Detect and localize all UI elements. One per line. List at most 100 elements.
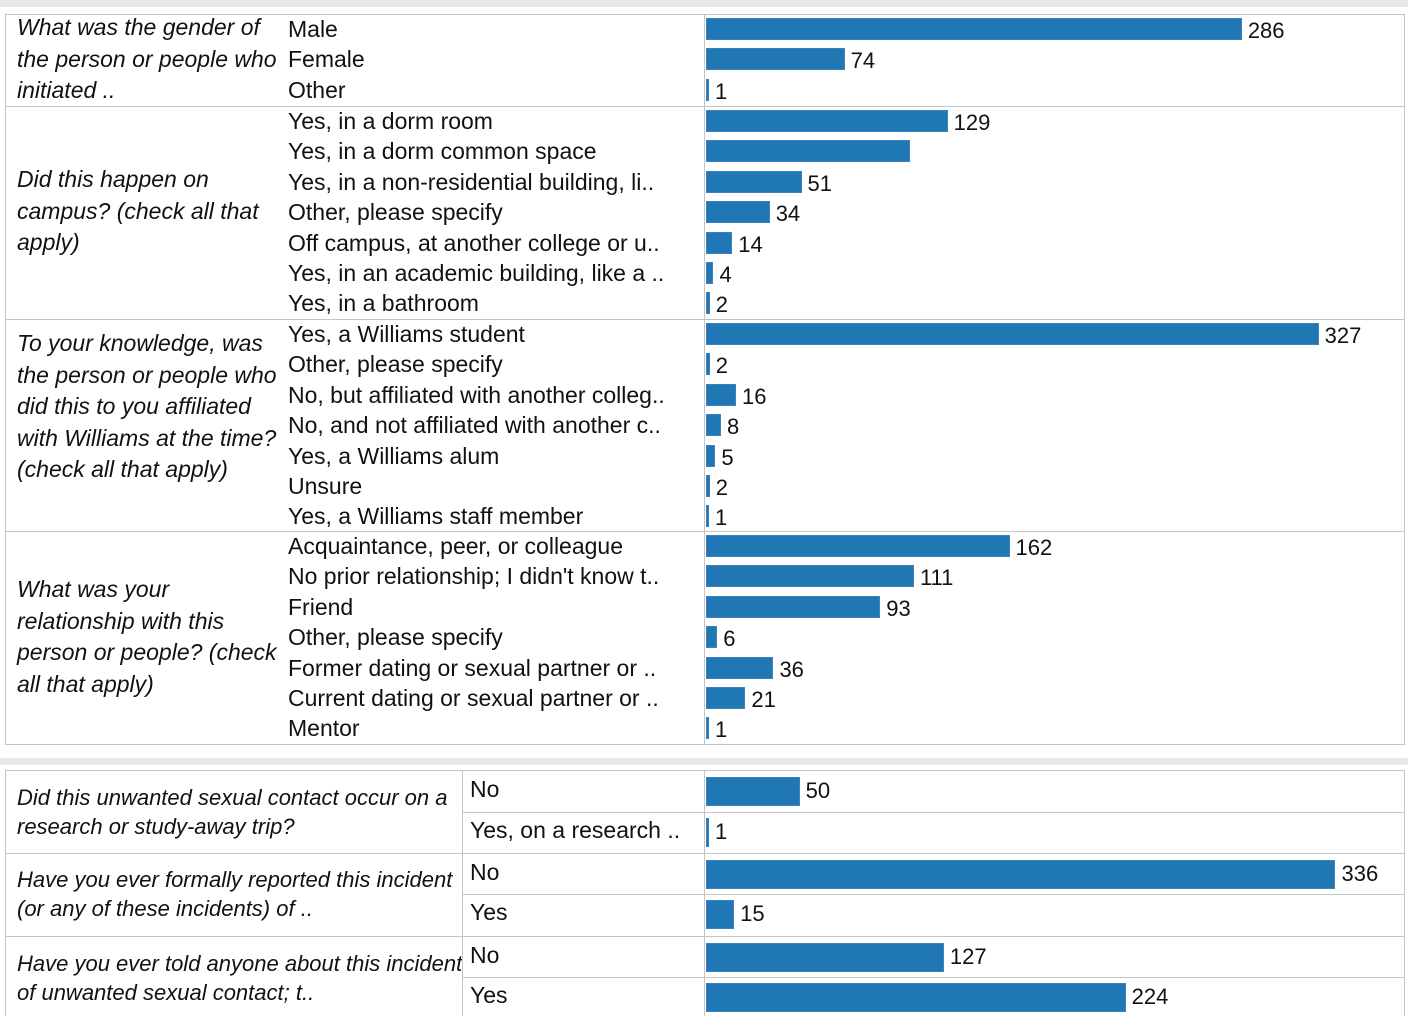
data-label: 8 (726, 414, 740, 440)
data-label: 50 (805, 778, 831, 803)
category-label: Yes, a Williams alum (288, 442, 500, 469)
category-label: Yes, a Williams student (288, 321, 525, 347)
data-label: 2 (715, 353, 728, 379)
category-label: Yes, in a dorm room (288, 108, 493, 134)
question-text: Have you ever told anyone about this inc… (17, 951, 463, 1005)
axis-line (704, 14, 705, 744)
bar (706, 983, 1126, 1012)
row-separator (5, 531, 1405, 532)
data-label: 34 (775, 201, 801, 227)
bar (706, 18, 1242, 40)
data-label: 1 (715, 717, 728, 743)
bar (706, 860, 1336, 889)
data-label: 2 (715, 475, 728, 500)
category-label: No (470, 942, 500, 968)
row-separator (5, 770, 1405, 771)
bar (706, 505, 709, 528)
data-label: 21 (751, 687, 776, 712)
category-label: Other, please specify (288, 199, 503, 226)
data-label: 127 (949, 944, 987, 969)
data-label: 16 (741, 383, 767, 409)
category-label: No prior relationship; I didn't know t.. (288, 563, 660, 590)
data-label: 36 (779, 656, 804, 682)
bar (706, 687, 746, 709)
category-label: Other, please specify (288, 351, 503, 378)
row-separator (5, 106, 1405, 107)
category-label: Female (288, 46, 365, 73)
bar (706, 201, 770, 224)
category-label: Acquaintance, peer, or colleague (288, 533, 624, 559)
axis-line (704, 770, 705, 1016)
bar (706, 383, 736, 406)
bar (706, 535, 1010, 557)
question-text: Did this happen on campus? (check all th… (17, 166, 259, 255)
category-label: Current dating or sexual partner or .. (288, 685, 659, 711)
bar (706, 717, 709, 740)
data-label: 15 (740, 901, 765, 926)
bar (706, 777, 800, 806)
category-label: No (470, 859, 500, 885)
category-label: Yes, in a non-residential building, li.. (288, 168, 655, 195)
bar (706, 818, 709, 847)
bar (706, 626, 718, 649)
data-label: 129 (953, 110, 991, 135)
bar (706, 656, 774, 679)
data-label: 4 (719, 262, 732, 287)
data-label: 1 (715, 819, 728, 844)
category-label: Yes, a Williams staff member (288, 503, 584, 530)
category-label: Yes, on a research .. (470, 817, 681, 843)
bar (706, 170, 802, 193)
bar (706, 292, 710, 315)
row-separator (5, 936, 1405, 937)
data-label: 14 (738, 231, 763, 257)
category-label: Off campus, at another college or u.. (288, 229, 660, 256)
axis-line (462, 770, 463, 1016)
row-separator (5, 853, 1405, 854)
question-text: What was your relationship with this per… (17, 576, 277, 697)
axis-line (1404, 14, 1405, 744)
question-text: Did this unwanted sexual contact occur o… (17, 785, 448, 839)
bar (706, 262, 714, 284)
bar (706, 565, 914, 588)
bar (706, 140, 911, 163)
row-separator (462, 977, 1405, 978)
question-text: What was the gender of the person or peo… (17, 14, 277, 103)
data-label: 327 (1324, 323, 1362, 348)
data-label: 93 (886, 595, 911, 621)
data-label: 1 (715, 78, 728, 104)
category-label: Other (288, 76, 346, 103)
category-label: Male (288, 16, 338, 42)
bar (706, 323, 1319, 345)
category-label: Former dating or sexual partner or .. (288, 654, 657, 681)
axis-line (5, 14, 6, 744)
bar (706, 475, 710, 497)
question-text: Have you ever formally reported this inc… (17, 867, 453, 921)
category-label: Yes (470, 982, 508, 1008)
data-label: 74 (850, 48, 876, 74)
panel-top-strip (0, 758, 1408, 765)
data-label: 2 (715, 292, 728, 318)
bar (706, 110, 948, 132)
axis-line (5, 770, 6, 1016)
data-label: 224 (1131, 984, 1169, 1009)
category-label: Unsure (288, 473, 363, 499)
data-label: 286 (1247, 18, 1285, 43)
category-label: Friend (288, 593, 354, 620)
data-label: 336 (1341, 861, 1379, 886)
category-label: Yes, in an academic building, like a .. (288, 260, 665, 286)
row-separator (462, 812, 1405, 813)
category-label: No, but affiliated with another colleg.. (288, 381, 665, 408)
bar (706, 353, 710, 376)
category-label: Yes, in a bathroom (288, 290, 479, 317)
category-label: No (470, 776, 500, 802)
bar (706, 414, 721, 437)
row-separator (5, 14, 1405, 15)
category-label: Other, please specify (288, 624, 503, 651)
category-label: Yes, in a dorm common space (288, 138, 597, 165)
bar (706, 943, 944, 972)
data-label: 51 (807, 170, 833, 196)
row-separator (5, 319, 1405, 320)
data-label: 111 (919, 565, 954, 591)
data-label: 1 (715, 505, 728, 531)
bar (706, 48, 845, 71)
